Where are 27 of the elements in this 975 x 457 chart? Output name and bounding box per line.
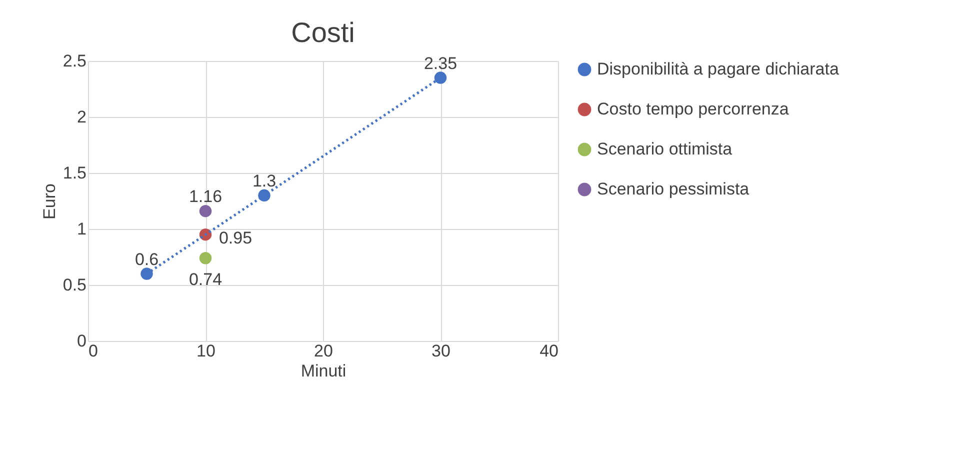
data-label: 2.35 <box>424 54 458 73</box>
y-tick-label: 1.5 <box>62 164 86 182</box>
y-tick-label: 2 <box>77 108 86 126</box>
y-tick-label: 1 <box>77 220 86 238</box>
y-tick-label: 2.5 <box>62 52 86 70</box>
data-label: 0.95 <box>218 228 252 248</box>
point <box>434 72 447 84</box>
legend-label: Scenario pessimista <box>597 180 750 198</box>
data-label: 0.74 <box>188 270 222 290</box>
point <box>199 252 212 264</box>
legend-label: Costo tempo percorrenza <box>597 100 790 118</box>
point <box>140 268 153 280</box>
point <box>199 204 212 218</box>
data-label: 0.6 <box>134 250 159 269</box>
x-tick-label: 30 <box>432 342 450 360</box>
x-tick-label: 0 <box>88 342 98 360</box>
data-label: 1.3 <box>252 171 276 190</box>
legend-label: Disponibilità a pagare dichiarata <box>597 60 840 78</box>
x-axis-title: Minuti <box>300 362 346 380</box>
x-tick-label: 20 <box>314 342 333 360</box>
y-tick-label: 0.5 <box>62 276 86 294</box>
x-tick-label: 10 <box>196 342 216 360</box>
y-axis-title: Euro <box>40 184 59 220</box>
legend-label: Scenario ottimista <box>597 140 733 158</box>
x-tick-label: 40 <box>540 342 558 360</box>
data-label: 1.16 <box>188 187 222 206</box>
chart-title: Costi <box>291 17 355 48</box>
